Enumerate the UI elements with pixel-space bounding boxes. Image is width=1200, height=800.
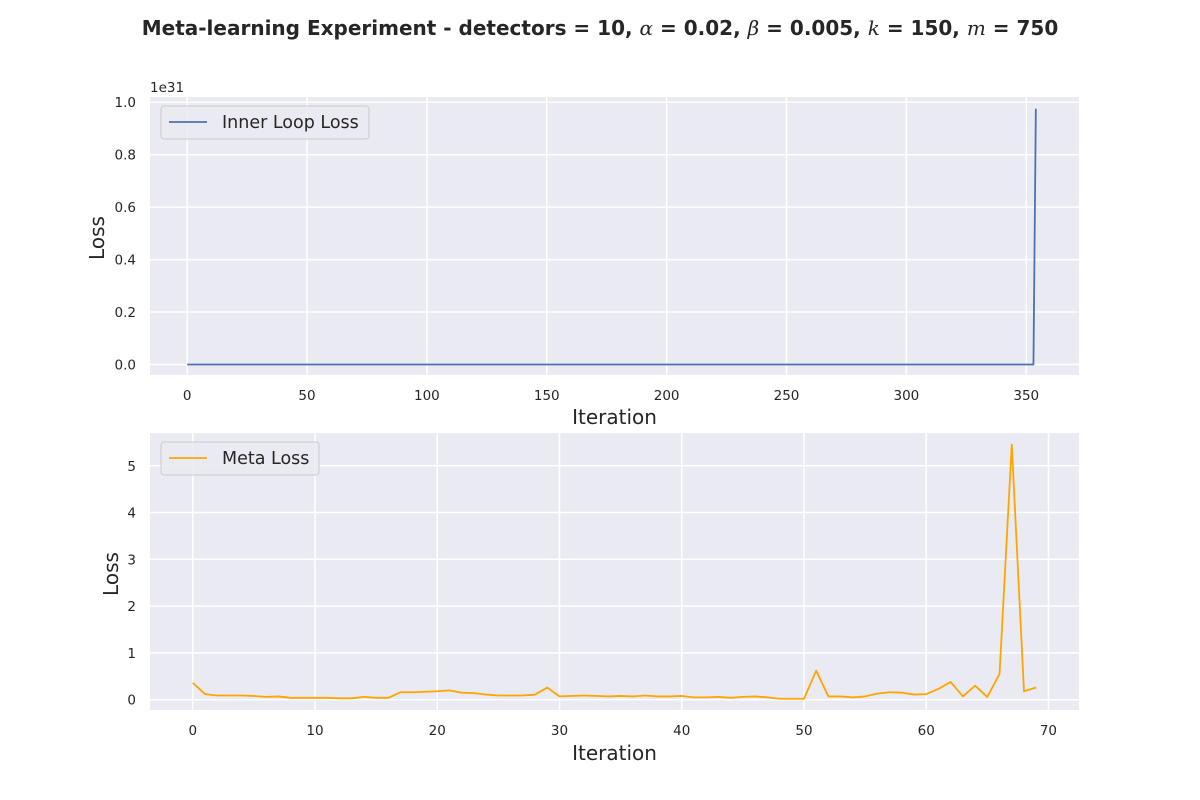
y-tick-label: 4 xyxy=(127,506,136,522)
legend-box xyxy=(160,105,370,140)
y-tick-label: 5 xyxy=(127,459,136,475)
x-axis-label: Iteration xyxy=(572,405,657,429)
y-tick-label: 3 xyxy=(127,552,136,568)
x-tick-label: 50 xyxy=(298,388,315,404)
y-tick-label: 0.4 xyxy=(115,253,136,269)
inner-loop-loss-plot: 0 50 100 150 200 250 300 350 0.0 0.2 0.4 0.6 0.8 1.0 1… xyxy=(85,80,1079,429)
x-tick-label: 350 xyxy=(1013,388,1039,404)
title-value: = 750 xyxy=(986,16,1058,40)
x-tick-label: 20 xyxy=(429,723,446,739)
y-tick-label: 0 xyxy=(127,693,136,709)
figure-title: Meta-learning Experiment - detectors = 1… xyxy=(142,16,1059,40)
x-tick-label: 70 xyxy=(1040,723,1057,739)
x-tick-label: 50 xyxy=(795,723,812,739)
x-tick-label: 200 xyxy=(654,388,680,404)
y-tick-label: 0.0 xyxy=(115,358,136,374)
title-symbol: m xyxy=(967,16,986,40)
legend-box xyxy=(160,441,320,476)
title-prefix: Meta-learning Experiment - detectors = 1… xyxy=(142,16,640,40)
meta-loss-plot: 0 10 20 30 40 50 60 70 0 1 2 3 4 5 Iteration Loss Meta L… xyxy=(99,433,1079,765)
x-tick-label: 0 xyxy=(183,388,192,404)
x-tick-label: 300 xyxy=(893,388,919,404)
x-tick-label: 60 xyxy=(918,723,935,739)
series-line xyxy=(187,108,1037,366)
x-tick-label: 30 xyxy=(551,723,568,739)
title-symbol: β xyxy=(747,16,760,40)
y-tick-label: 0.8 xyxy=(115,148,136,164)
y-tick-label: 0.6 xyxy=(115,200,136,216)
x-axis-label: Iteration xyxy=(572,741,657,765)
title-value: = 0.005, xyxy=(759,16,868,40)
y-tick-label: 0.2 xyxy=(115,305,136,321)
x-tick-label: 0 xyxy=(188,723,197,739)
x-tick-label: 150 xyxy=(534,388,560,404)
legend-label: Meta Loss xyxy=(222,449,309,469)
y-axis-label: Loss xyxy=(99,552,123,596)
series-line xyxy=(192,443,1037,700)
y-tick-label: 2 xyxy=(127,599,136,615)
x-tick-label: 100 xyxy=(414,388,440,404)
x-tick-label: 40 xyxy=(673,723,690,739)
title-symbol: α xyxy=(640,16,654,40)
plot-area xyxy=(150,97,1079,375)
y-tick-label: 1 xyxy=(127,646,136,662)
title-symbol: k xyxy=(868,16,880,40)
y-axis-label: Loss xyxy=(85,216,109,260)
y-offset-label: 1e31 xyxy=(150,80,184,96)
legend-label: Inner Loop Loss xyxy=(222,113,359,133)
x-tick-label: 10 xyxy=(306,723,323,739)
y-tick-label: 1.0 xyxy=(115,95,136,111)
title-value: = 150, xyxy=(880,16,967,40)
plot-area xyxy=(150,433,1079,710)
title-value: = 0.02, xyxy=(653,16,748,40)
x-tick-label: 250 xyxy=(774,388,800,404)
